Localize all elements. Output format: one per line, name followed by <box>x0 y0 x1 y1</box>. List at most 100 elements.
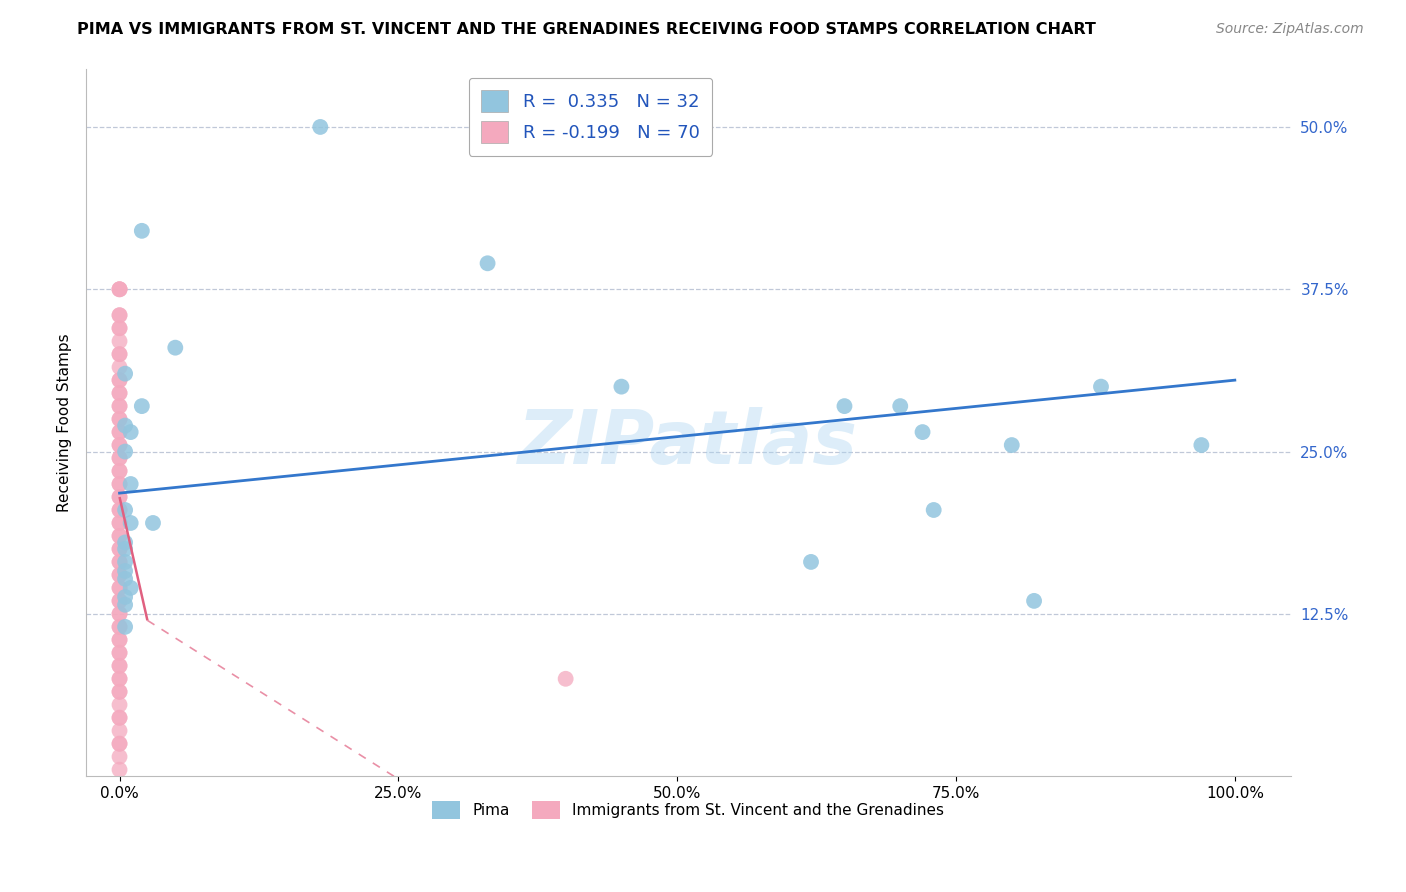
Point <box>108 412 131 426</box>
Point <box>114 590 136 604</box>
Point <box>108 658 131 673</box>
Point <box>1090 379 1112 393</box>
Point <box>108 282 131 296</box>
Point <box>108 503 131 517</box>
Point <box>108 685 131 699</box>
Point <box>108 737 131 751</box>
Point <box>108 399 131 413</box>
Point <box>114 367 136 381</box>
Point <box>108 503 131 517</box>
Point <box>114 535 136 549</box>
Point <box>108 723 131 738</box>
Point <box>108 477 131 491</box>
Point <box>114 541 136 556</box>
Point <box>114 444 136 458</box>
Point <box>108 464 131 478</box>
Point <box>108 412 131 426</box>
Point <box>131 399 153 413</box>
Point <box>108 490 131 504</box>
Point <box>834 399 856 413</box>
Point <box>108 594 131 608</box>
Point <box>309 120 332 134</box>
Point <box>108 749 131 764</box>
Point <box>108 477 131 491</box>
Point <box>108 672 131 686</box>
Point <box>108 632 131 647</box>
Point <box>108 658 131 673</box>
Point <box>108 594 131 608</box>
Point <box>108 438 131 452</box>
Point <box>114 598 136 612</box>
Point <box>108 711 131 725</box>
Point <box>108 399 131 413</box>
Point <box>108 282 131 296</box>
Point <box>1022 594 1045 608</box>
Point <box>108 425 131 439</box>
Point <box>108 321 131 335</box>
Point <box>108 620 131 634</box>
Point <box>108 555 131 569</box>
Point <box>108 529 131 543</box>
Point <box>889 399 911 413</box>
Y-axis label: Receiving Food Stamps: Receiving Food Stamps <box>58 333 72 512</box>
Point <box>108 308 131 322</box>
Point <box>120 477 142 491</box>
Point <box>108 490 131 504</box>
Point <box>108 451 131 466</box>
Point <box>108 516 131 530</box>
Point <box>108 516 131 530</box>
Point <box>108 282 131 296</box>
Text: ZIPatlas: ZIPatlas <box>519 407 858 480</box>
Point <box>108 373 131 387</box>
Point <box>114 555 136 569</box>
Point <box>108 581 131 595</box>
Point <box>108 568 131 582</box>
Point <box>108 646 131 660</box>
Text: Source: ZipAtlas.com: Source: ZipAtlas.com <box>1216 22 1364 37</box>
Point <box>108 308 131 322</box>
Point <box>108 541 131 556</box>
Point <box>108 360 131 375</box>
Point <box>165 341 187 355</box>
Point <box>554 672 576 686</box>
Point <box>108 581 131 595</box>
Point <box>108 334 131 349</box>
Point <box>108 386 131 401</box>
Point <box>108 541 131 556</box>
Point <box>142 516 165 530</box>
Point <box>108 763 131 777</box>
Point <box>108 347 131 361</box>
Legend: Pima, Immigrants from St. Vincent and the Grenadines: Pima, Immigrants from St. Vincent and th… <box>426 796 950 825</box>
Point <box>108 438 131 452</box>
Point <box>1189 438 1212 452</box>
Point <box>114 620 136 634</box>
Point <box>114 572 136 586</box>
Point <box>114 503 136 517</box>
Point <box>108 607 131 621</box>
Point <box>108 347 131 361</box>
Point <box>120 425 142 439</box>
Point <box>1001 438 1024 452</box>
Point <box>477 256 499 270</box>
Point <box>108 425 131 439</box>
Point <box>108 698 131 712</box>
Point <box>120 516 142 530</box>
Point <box>610 379 633 393</box>
Point <box>108 451 131 466</box>
Point <box>911 425 934 439</box>
Text: PIMA VS IMMIGRANTS FROM ST. VINCENT AND THE GRENADINES RECEIVING FOOD STAMPS COR: PIMA VS IMMIGRANTS FROM ST. VINCENT AND … <box>77 22 1097 37</box>
Point <box>108 620 131 634</box>
Point <box>108 373 131 387</box>
Point <box>108 632 131 647</box>
Point <box>108 386 131 401</box>
Point <box>108 607 131 621</box>
Point <box>108 646 131 660</box>
Point <box>131 224 153 238</box>
Point <box>108 711 131 725</box>
Point <box>108 568 131 582</box>
Point <box>108 737 131 751</box>
Point <box>108 321 131 335</box>
Point <box>114 418 136 433</box>
Point <box>800 555 823 569</box>
Point <box>108 529 131 543</box>
